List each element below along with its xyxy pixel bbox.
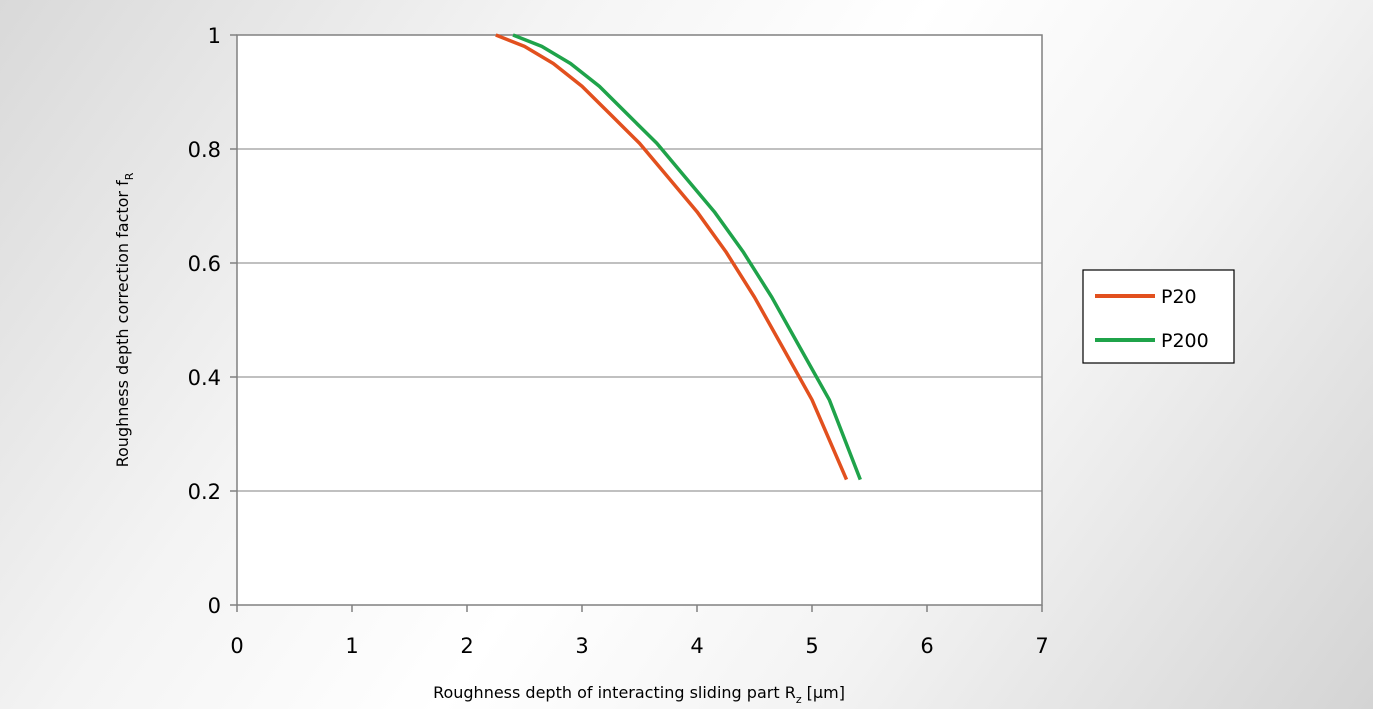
x-tick-label: 6: [920, 634, 933, 658]
series-line-p20: [495, 33, 849, 481]
series-lines: [495, 33, 862, 481]
plot-area: [236, 34, 1043, 606]
x-tick-label: 3: [575, 634, 588, 658]
series-line-p200: [512, 33, 862, 481]
x-tick-label: 5: [805, 634, 818, 658]
y-tick-label: 0.4: [188, 366, 221, 390]
grid-lines: [237, 148, 1042, 492]
y-tick-label: 0.6: [188, 252, 221, 276]
legend-label-p20: P20: [1161, 286, 1197, 308]
legend: P20 P200: [1082, 269, 1235, 364]
axes: 0 0.2 0.4 0.6 0.8 1 0 1 2 3 4 5 6 7: [188, 24, 1049, 658]
x-tick-label: 1: [345, 634, 358, 658]
y-tick-label: 0: [208, 594, 221, 618]
x-tick-label: 4: [690, 634, 703, 658]
x-tick-label: 7: [1035, 634, 1048, 658]
x-tick-label: 2: [460, 634, 473, 658]
y-tick-label: 0.2: [188, 480, 221, 504]
y-tick-label: 1: [208, 24, 221, 48]
legend-label-p200: P200: [1161, 330, 1209, 352]
x-axis-title: Roughness depth of interacting sliding p…: [433, 683, 845, 706]
x-tick-label: 0: [230, 634, 243, 658]
y-axis-title: Roughness depth correction factor fR: [113, 172, 136, 467]
legend-box: [1082, 269, 1235, 364]
y-tick-label: 0.8: [188, 138, 221, 162]
